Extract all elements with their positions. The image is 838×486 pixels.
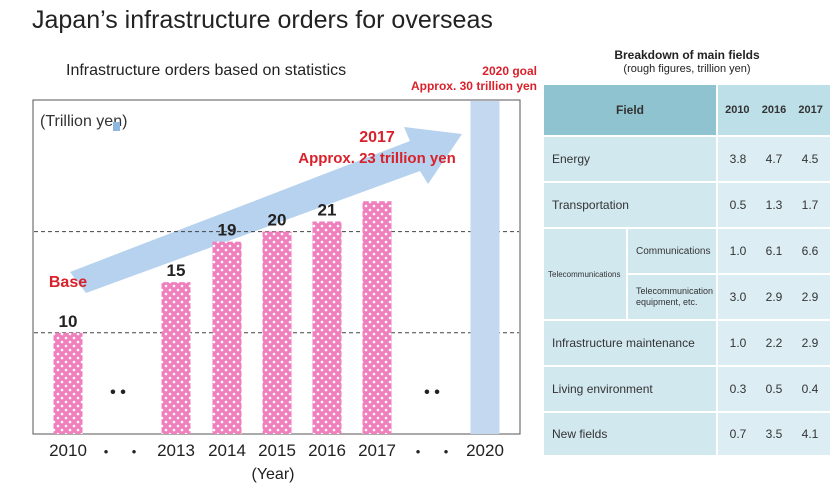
bar-2017 bbox=[362, 201, 392, 434]
x-tick-label: • bbox=[444, 444, 449, 459]
x-tick-label: 2013 bbox=[157, 441, 195, 460]
row-telecom-equipment-label: Telecommunication equipment, etc. bbox=[628, 275, 716, 319]
row-infrastructure-maintenance-label: Infrastructure maintenance bbox=[544, 321, 716, 365]
row-telecom-equipment-values: 3.0 2.9 2.9 bbox=[718, 275, 830, 319]
value-cell: 2.2 bbox=[765, 336, 783, 350]
breakdown-table: Field 2010 2016 2017 Energy 3.8 4.7 4.5 Tr… bbox=[544, 85, 830, 455]
x-axis-label: (Year) bbox=[252, 466, 295, 483]
annotation-2017-year: 2017 bbox=[359, 129, 395, 146]
value-cell: 6.6 bbox=[801, 244, 819, 258]
row-energy-label: Energy bbox=[544, 137, 716, 181]
bar-2010 bbox=[53, 332, 83, 434]
goal-amount-label: Approx. 30 trillion yen bbox=[410, 79, 537, 93]
x-tick-label: • bbox=[416, 444, 421, 459]
value-cell: 3.0 bbox=[729, 290, 747, 304]
gap-marker: • • bbox=[110, 384, 126, 401]
y-axis-marker bbox=[113, 122, 120, 131]
row-transportation-label: Transportation bbox=[544, 183, 716, 227]
value-cell: 0.7 bbox=[729, 427, 747, 441]
row-new-fields-label: New fields bbox=[544, 413, 716, 455]
goal-title-label: 2020 goal bbox=[482, 64, 537, 78]
x-tick-label: 2014 bbox=[208, 441, 246, 460]
header-year-2016: 2016 bbox=[761, 104, 787, 116]
bar-chart: 10 15 19 20 21 2010 • • 2013 2014 2015 2016 2017 • • 2… bbox=[32, 99, 521, 483]
annotation-2017-amount: Approx. 23 trillion yen bbox=[298, 150, 456, 167]
x-tick-label: • bbox=[132, 444, 137, 459]
breakdown-title: Breakdown of main fields bbox=[614, 48, 760, 62]
row-communications-label: Communications bbox=[628, 229, 716, 273]
value-cell: 0.4 bbox=[801, 382, 819, 396]
value-cell: 2.9 bbox=[801, 290, 819, 304]
x-tick-label: 2010 bbox=[49, 441, 87, 460]
page-title: Japan’s infrastructure orders for overse… bbox=[32, 6, 493, 34]
value-cell: 4.1 bbox=[801, 427, 819, 441]
trend-arrow bbox=[70, 127, 462, 293]
bar-value-label: 15 bbox=[167, 261, 186, 280]
bar-value-label: 20 bbox=[268, 211, 287, 230]
bar-2015 bbox=[262, 231, 292, 434]
goal-bar-2020 bbox=[470, 101, 500, 434]
header-year-2017: 2017 bbox=[798, 104, 823, 116]
row-communications-values: 1.0 6.1 6.6 bbox=[718, 229, 830, 273]
chart-title: Infrastructure orders based on statistic… bbox=[66, 62, 347, 79]
value-cell: 3.8 bbox=[729, 152, 747, 166]
x-tick-label: 2020 bbox=[466, 441, 504, 460]
value-cell: 1.0 bbox=[729, 244, 747, 258]
x-tick-label: 2017 bbox=[358, 441, 396, 460]
base-label: Base bbox=[49, 274, 87, 291]
bar-2013 bbox=[161, 282, 191, 434]
header-years: 2010 2016 2017 bbox=[718, 85, 830, 135]
x-tick-label: 2015 bbox=[258, 441, 296, 460]
bar-value-label: 21 bbox=[318, 200, 337, 219]
value-cell: 2.9 bbox=[765, 290, 783, 304]
x-tick-label: • bbox=[104, 444, 109, 459]
group-telecommunications-label: Telecommunications bbox=[544, 229, 626, 319]
header-field: Field bbox=[544, 85, 716, 135]
bar-value-label: 19 bbox=[218, 221, 237, 240]
reference-lines bbox=[34, 231, 519, 334]
value-cell: 3.5 bbox=[765, 427, 783, 441]
value-cell: 1.7 bbox=[801, 198, 819, 212]
value-cell: 0.3 bbox=[729, 382, 747, 396]
value-cell: 4.7 bbox=[765, 152, 783, 166]
bar-value-label: 10 bbox=[59, 312, 78, 331]
value-cell: 0.5 bbox=[765, 382, 783, 396]
value-cell: 1.3 bbox=[765, 198, 783, 212]
value-cell: 2.9 bbox=[801, 336, 819, 350]
row-living-environment-values: 0.3 0.5 0.4 bbox=[718, 367, 830, 411]
bar-2014 bbox=[212, 241, 242, 434]
value-cell: 0.5 bbox=[729, 198, 747, 212]
row-new-fields-values: 0.7 3.5 4.1 bbox=[718, 413, 830, 455]
header-year-2010: 2010 bbox=[725, 104, 750, 116]
value-cell: 4.5 bbox=[801, 152, 819, 166]
x-tick-label: 2016 bbox=[308, 441, 346, 460]
y-axis-label: (Trillion yen) bbox=[40, 113, 127, 130]
value-cell: 1.0 bbox=[729, 336, 747, 350]
breakdown-subtitle: (rough figures, trillion yen) bbox=[623, 63, 751, 75]
row-infrastructure-maintenance-values: 1.0 2.2 2.9 bbox=[718, 321, 830, 365]
value-cell: 6.1 bbox=[765, 244, 783, 258]
bar-2016 bbox=[312, 221, 342, 434]
row-energy-values: 3.8 4.7 4.5 bbox=[718, 137, 830, 181]
row-living-environment-label: Living environment bbox=[544, 367, 716, 411]
gap-marker: • • bbox=[424, 384, 440, 401]
row-transportation-values: 0.5 1.3 1.7 bbox=[718, 183, 830, 227]
